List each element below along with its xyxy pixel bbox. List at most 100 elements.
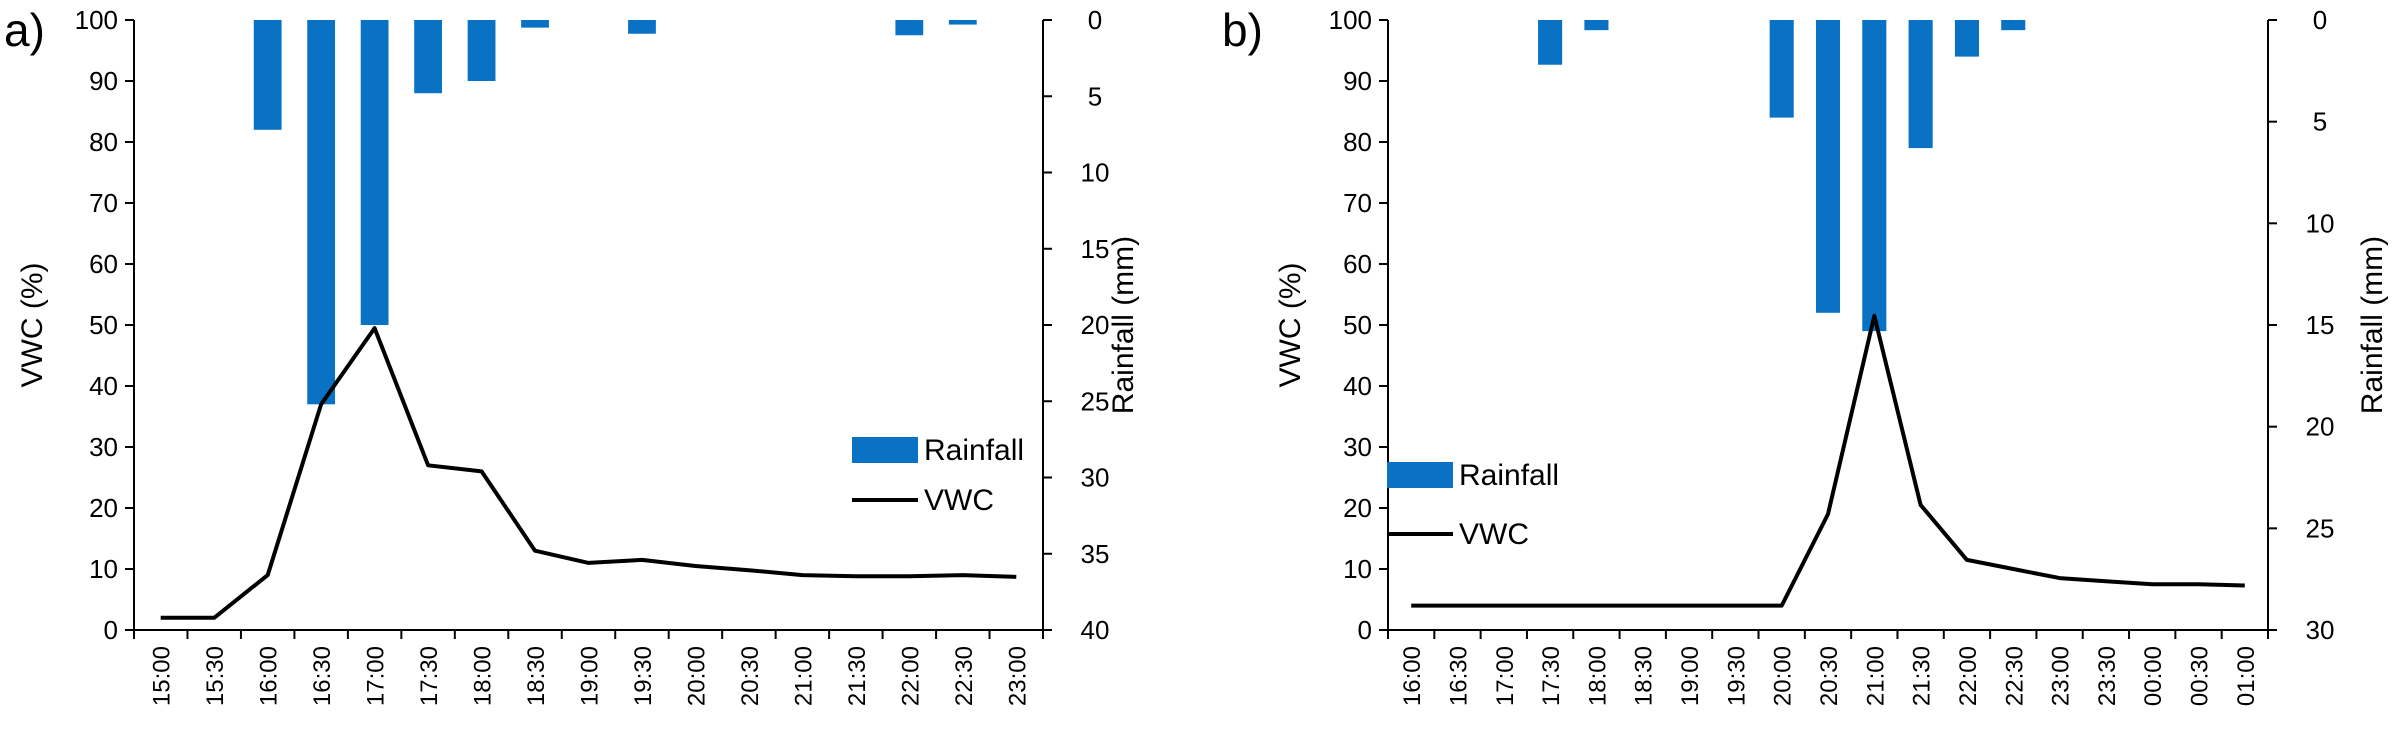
left-tick-label: 70	[89, 188, 118, 218]
x-tick-label: 18:00	[1584, 646, 1611, 706]
rainfall-bar	[1908, 20, 1933, 149]
rainfall-bar	[628, 20, 656, 34]
right-tick-label: 20	[2306, 412, 2335, 442]
left-tick-label: 40	[89, 371, 118, 401]
panel-label: a)	[4, 4, 45, 56]
left-tick-label: 100	[75, 5, 118, 35]
right-tick-label: 35	[1081, 539, 1110, 569]
x-tick-label: 18:00	[470, 646, 497, 706]
x-tick-label: 19:00	[1677, 646, 1704, 706]
chart-panel-1: a) 0 10 20 30 40 50 60 70 80 90 100 0 5 10 15 20 25 30 35 40…	[4, 4, 1140, 706]
x-tick-label: 21:30	[1909, 646, 1936, 706]
legend-vwc-label: VWC	[1459, 518, 1529, 551]
rainfall-bar	[1954, 20, 1979, 57]
x-tick-label: 20:30	[737, 646, 764, 706]
x-tick-label: 22:30	[951, 646, 978, 706]
x-tick-label: 19:30	[1723, 646, 1750, 706]
left-tick-label: 80	[89, 127, 118, 157]
right-tick-label: 25	[1081, 386, 1110, 416]
left-tick-label: 20	[1343, 493, 1372, 523]
rainfall-bar	[2001, 20, 2026, 31]
left-tick-label: 90	[89, 66, 118, 96]
left-tick-label: 30	[89, 432, 118, 462]
panel-label: b)	[1222, 4, 1263, 56]
rainfall-bar	[1584, 20, 1609, 31]
rainfall-bar	[1862, 20, 1887, 332]
x-tick-label: 17:00	[363, 646, 390, 706]
x-tick-label: 21:00	[1862, 646, 1889, 706]
left-tick-label: 30	[1343, 432, 1372, 462]
x-tick-label: 18:30	[523, 646, 550, 706]
chart-panel-2: b) 0 10 20 30 40 50 60 70 80 90 100 0 5 10 15 20 25 30 16:0…	[1222, 4, 2389, 706]
right-tick-label: 20	[1081, 310, 1110, 340]
left-tick-label: 10	[1343, 554, 1372, 584]
x-tick-label: 17:30	[416, 646, 443, 706]
right-tick-label: 5	[1088, 81, 1102, 111]
rainfall-bar	[1815, 20, 1841, 313]
left-tick-label: 90	[1343, 66, 1372, 96]
right-tick-label: 5	[2313, 107, 2327, 137]
x-tick-label: 00:30	[2187, 646, 2214, 706]
left-tick-label: 0	[1358, 615, 1372, 645]
y-axis-title: VWC (%)	[16, 263, 49, 388]
left-tick-label: 70	[1343, 188, 1372, 218]
legend-rainfall-label: Rainfall	[924, 434, 1024, 467]
x-tick-label: 17:30	[1538, 646, 1565, 706]
y2-axis-title: Rainfall (mm)	[1107, 236, 1140, 414]
x-tick-label: 20:00	[683, 646, 710, 706]
right-tick-label: 40	[1081, 615, 1110, 645]
x-tick-label: 23:00	[1004, 646, 1031, 706]
left-tick-label: 0	[104, 615, 118, 645]
left-tick-label: 10	[89, 554, 118, 584]
legend-rainfall-label: Rainfall	[1459, 459, 1559, 492]
left-tick-label: 50	[1343, 310, 1372, 340]
rainfall-bar	[414, 20, 442, 94]
right-tick-label: 25	[2306, 513, 2335, 543]
right-tick-label: 15	[1081, 234, 1110, 264]
right-tick-label: 30	[1081, 463, 1110, 493]
legend: Rainfall VWC	[1387, 459, 1559, 551]
x-tick-label: 18:30	[1631, 646, 1658, 706]
left-tick-label: 50	[89, 310, 118, 340]
x-tick-label: 21:00	[790, 646, 817, 706]
right-tick-label: 30	[2306, 615, 2335, 645]
left-tick-label: 20	[89, 493, 118, 523]
x-tick-label: 22:00	[897, 646, 924, 706]
x-tick-label: 16:30	[1445, 646, 1472, 706]
rainfall-bar	[1769, 20, 1794, 118]
x-tick-label: 19:00	[577, 646, 604, 706]
rainfall-bar	[360, 20, 389, 325]
x-tick-label: 19:30	[630, 646, 657, 706]
right-tick-label: 15	[2306, 310, 2335, 340]
x-tick-label: 22:30	[2001, 646, 2028, 706]
x-tick-label: 20:30	[1816, 646, 1843, 706]
right-tick-label: 0	[2313, 5, 2327, 35]
right-tick-label: 0	[1088, 5, 1102, 35]
vwc-line	[1411, 313, 2245, 608]
rainfall-bar	[253, 20, 282, 130]
x-tick-label: 01:00	[2233, 646, 2260, 706]
left-tick-label: 100	[1329, 5, 1372, 35]
x-tick-label: 15:00	[149, 646, 176, 706]
rainfall-bar	[521, 20, 549, 28]
x-tick-label: 00:00	[2140, 646, 2167, 706]
legend-vwc-label: VWC	[924, 484, 994, 517]
x-tick-label: 15:30	[202, 646, 229, 706]
x-tick-label: 23:00	[2048, 646, 2075, 706]
x-tick-label: 21:30	[844, 646, 871, 706]
x-tick-label: 23:30	[2094, 646, 2121, 706]
rainfall-bar	[1538, 20, 1563, 65]
left-tick-label: 40	[1343, 371, 1372, 401]
legend: Rainfall VWC	[852, 434, 1024, 517]
left-tick-label: 60	[89, 249, 118, 279]
x-tick-label: 16:00	[1399, 646, 1426, 706]
left-tick-label: 60	[1343, 249, 1372, 279]
legend-rainfall-swatch	[1387, 462, 1453, 488]
y2-axis-title: Rainfall (mm)	[2356, 236, 2389, 414]
rainfall-bar	[895, 20, 924, 36]
legend-rainfall-swatch	[852, 437, 918, 463]
y-axis-title: VWC (%)	[1274, 263, 1307, 388]
x-tick-label: 20:00	[1770, 646, 1797, 706]
right-tick-label: 10	[2306, 208, 2335, 238]
